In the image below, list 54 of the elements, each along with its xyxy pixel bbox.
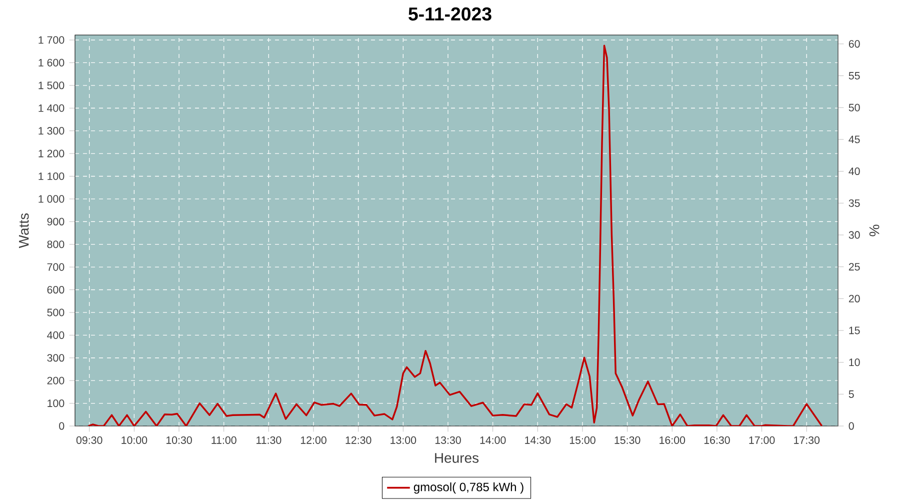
chart-title: 5-11-2023 (408, 7, 492, 21)
x-tick-label: 17:00 (749, 436, 775, 444)
x-tick-label: 12:30 (346, 436, 372, 444)
y-tick-label: 900 (47, 218, 64, 226)
y-tick-label: 600 (47, 286, 64, 294)
x-tick-label: 14:00 (480, 436, 506, 444)
y2-tick-label: 45 (848, 136, 860, 144)
x-tick-label: 10:30 (166, 436, 192, 444)
y2-tick-label: 30 (848, 231, 860, 239)
x-tick-label: 15:30 (614, 436, 640, 444)
y-axis-title: Watts (18, 213, 29, 248)
y2-tick-label: 0 (848, 422, 854, 430)
y-tick-label: 1 300 (38, 127, 64, 135)
y2-tick-label: 20 (848, 294, 860, 302)
y-tick-label: 100 (48, 400, 64, 408)
y-tick-label: 700 (47, 263, 64, 271)
y2-tick-label: 10 (849, 358, 860, 366)
x-tick-label: 17:30 (794, 436, 820, 444)
y-tick-label: 1 200 (38, 150, 64, 158)
x-tick-label: 13:30 (435, 436, 461, 444)
y-tick-label: 1 000 (38, 195, 64, 203)
x-tick-label: 14:30 (525, 436, 551, 444)
legend-label: gmosol( 0,785 kWh ) (414, 482, 524, 494)
y2-axis-title: % (869, 224, 880, 236)
y-tick-label: 300 (47, 354, 64, 362)
y2-tick-label: 50 (848, 104, 860, 112)
y-tick-label: 1 100 (38, 172, 64, 180)
line-series (88, 44, 823, 426)
y-tick-label: 1 500 (38, 82, 64, 90)
y-tick-label: 1 700 (38, 36, 64, 44)
y-tick-label: 400 (47, 331, 64, 339)
y2-tick-label: 40 (848, 168, 860, 176)
y2-tick-label: 25 (848, 263, 860, 271)
x-tick-label: 11:00 (212, 436, 236, 444)
y2-tick-label: 15 (849, 326, 860, 334)
y2-tick-label: 60 (848, 40, 860, 48)
x-tick-label: 16:30 (704, 436, 730, 444)
y2-tick-label: 5 (848, 390, 854, 398)
y2-tick-label: 35 (848, 199, 860, 207)
y-tick-label: 200 (47, 376, 64, 384)
y-tick-label: 1 400 (38, 104, 64, 112)
x-tick-label: 15:00 (570, 436, 596, 444)
x-tick-label: 12:00 (300, 436, 326, 444)
y-tick-label: 800 (47, 240, 64, 248)
x-tick-label: 13:00 (390, 436, 416, 444)
y-tick-label: 1 600 (38, 58, 64, 66)
y-tick-label: 500 (47, 308, 64, 316)
y-tick-label: 0 (59, 422, 64, 430)
x-tick-label: 09:30 (76, 436, 102, 444)
x-tick-label: 10:00 (122, 436, 148, 444)
x-tick-label: 16:00 (660, 436, 686, 444)
y2-tick-label: 55 (848, 72, 860, 80)
x-tick-label: 11:30 (256, 436, 282, 444)
x-axis-title: Heures (435, 453, 479, 463)
